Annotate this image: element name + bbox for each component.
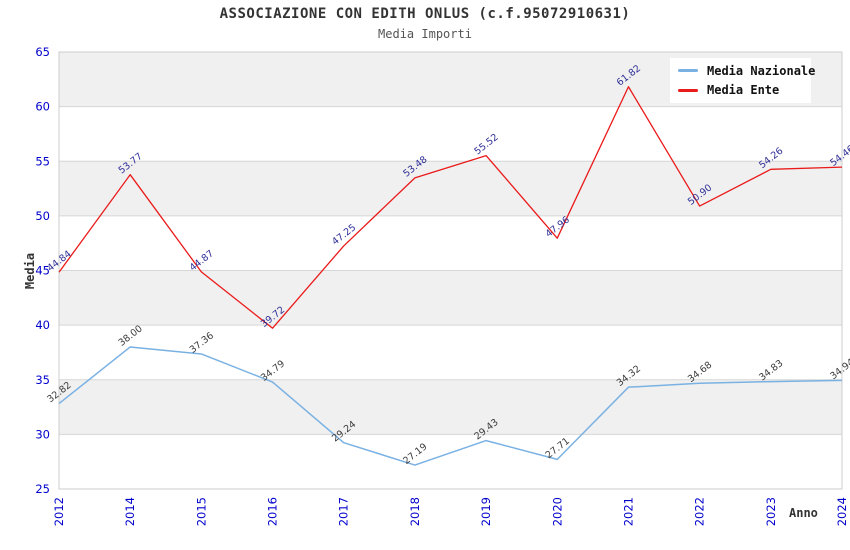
svg-text:2016: 2016 xyxy=(266,497,280,526)
chart-subtitle: Media Importi xyxy=(378,27,472,41)
svg-text:2024: 2024 xyxy=(835,497,849,526)
y-axis-title: Media xyxy=(23,253,37,289)
svg-text:45: 45 xyxy=(35,264,50,278)
legend-item-media-nazionale[interactable]: Media Nazionale xyxy=(670,64,815,78)
svg-text:2022: 2022 xyxy=(693,497,707,526)
svg-text:27.19: 27.19 xyxy=(401,441,429,466)
legend-item-media-ente[interactable]: Media Ente xyxy=(670,83,811,97)
svg-text:47.25: 47.25 xyxy=(330,222,358,247)
svg-text:25: 25 xyxy=(35,482,50,496)
svg-text:2018: 2018 xyxy=(408,497,422,526)
svg-text:55: 55 xyxy=(35,154,50,168)
svg-text:2020: 2020 xyxy=(550,497,564,526)
chart-title: ASSOCIAZIONE CON EDITH ONLUS (c.f.950729… xyxy=(219,6,631,22)
svg-text:40: 40 xyxy=(35,318,50,332)
legend-swatch-1 xyxy=(678,88,698,92)
svg-text:35: 35 xyxy=(35,373,50,387)
svg-text:2014: 2014 xyxy=(123,497,137,526)
svg-text:60: 60 xyxy=(35,100,50,114)
svg-text:2017: 2017 xyxy=(337,497,351,526)
svg-text:44.87: 44.87 xyxy=(188,248,216,273)
svg-text:38.00: 38.00 xyxy=(117,323,145,348)
x-axis-title: Anno xyxy=(789,506,818,520)
legend-label-media-nazionale: Media Nazionale xyxy=(707,63,816,78)
svg-text:2021: 2021 xyxy=(621,497,635,526)
svg-text:37.36: 37.36 xyxy=(188,330,216,355)
svg-text:2023: 2023 xyxy=(764,497,778,526)
svg-text:30: 30 xyxy=(35,427,50,441)
legend-label-media-ente: Media Ente xyxy=(707,83,780,98)
svg-text:65: 65 xyxy=(35,45,50,59)
svg-text:2015: 2015 xyxy=(194,497,208,526)
svg-text:2012: 2012 xyxy=(52,497,66,526)
legend: Media Nazionale Media Ente xyxy=(670,58,815,103)
svg-text:55.52: 55.52 xyxy=(472,132,500,157)
svg-text:2019: 2019 xyxy=(479,497,493,526)
legend-swatch-0 xyxy=(678,69,698,73)
svg-text:50: 50 xyxy=(35,209,50,223)
svg-text:54.46: 54.46 xyxy=(828,143,850,168)
svg-text:34.94: 34.94 xyxy=(828,357,850,382)
